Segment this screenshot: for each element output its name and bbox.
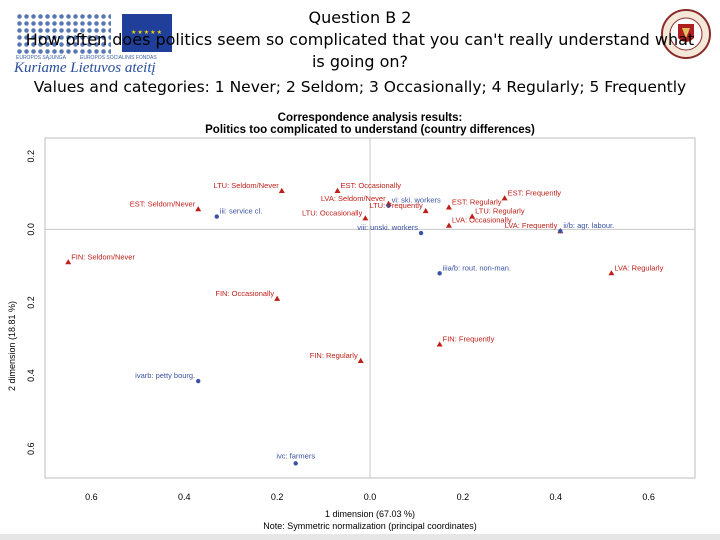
point-label: EST: Regularly: [452, 197, 502, 206]
category-point-marker: [608, 270, 615, 276]
class-point-marker: [437, 271, 442, 276]
category-point-marker: [469, 213, 476, 219]
chart-title: Correspondence analysis results:: [278, 112, 463, 124]
point-label: LVA: Seldom/Never: [321, 194, 386, 203]
x-tick-labels: 0.6 0.4 0.2 0.0 0.2 0.4 0.6: [85, 492, 655, 502]
category-point-marker: [436, 341, 443, 347]
point-label: viii: unski. workers: [357, 223, 418, 232]
category-point-marker: [501, 195, 508, 201]
point-label: FIN: Occasionally: [215, 289, 274, 298]
point-label: iiia/b: rout. non-man.: [443, 263, 511, 272]
point-label: LTU: Regularly: [475, 207, 525, 216]
x-tick-label: 0.0: [364, 492, 377, 502]
point-label: FIN: Frequently: [443, 335, 495, 344]
esf-label: EUROPOS SOCIALINIS FONDAS: [80, 55, 157, 61]
point-label: LTU: Occasionally: [302, 208, 363, 217]
project-logo: ★★★★★ EUROPOS SĄJUNGA EUROPOS SOCIALINIS…: [10, 9, 175, 76]
point-label: ivarb: petty bourg.: [135, 371, 195, 380]
y-tick-label: 0.0: [26, 223, 36, 236]
question-text-line1: How often does politics seem so complica…: [25, 30, 695, 49]
point-label: LVA: Frequently: [505, 221, 558, 230]
point-label: iii: service cl.: [220, 207, 263, 216]
class-point-marker: [418, 230, 424, 236]
correspondence-scatter-chart: Correspondence analysis results: Politic…: [7, 112, 696, 531]
point-label: EST: Occasionally: [341, 181, 402, 190]
y-tick-label: 0.2: [26, 296, 36, 309]
question-number: Question B 2: [308, 8, 412, 27]
class-point-marker: [196, 378, 201, 384]
x-tick-label: 0.2: [457, 492, 470, 502]
point-label: LVA: Occasionally: [452, 216, 512, 225]
x-tick-label: 0.2: [271, 492, 284, 502]
class-point-marker: [214, 214, 219, 219]
y-axis-label: 2 dimension (18.81 %): [7, 301, 17, 391]
point-label: ivc: farmers: [276, 451, 315, 460]
category-point-marker: [357, 357, 364, 364]
category-point-marker: [445, 204, 452, 210]
values-categories-line: Values and categories: 1 Never; 2 Seldom…: [33, 78, 687, 96]
x-axis-label: 1 dimension (67.03 %): [325, 509, 415, 519]
x-tick-label: 0.4: [549, 492, 562, 502]
logo-tagline: Kuriame Lietuvos ateitį: [14, 60, 156, 76]
point-label: LTU: Seldom/Never: [213, 181, 279, 190]
y-tick-labels: 0.2 0.0 0.2 0.4 0.6: [26, 150, 36, 455]
category-point-marker: [334, 187, 341, 194]
question-text-line2: is going on?: [311, 52, 409, 71]
point-label: vi: ski. workers: [392, 196, 441, 205]
dot-grid-logo: [16, 13, 111, 55]
x-tick-label: 0.6: [642, 492, 655, 502]
x-tick-label: 0.6: [85, 492, 98, 502]
chart-note: Note: Symmetric normalization (principal…: [263, 521, 477, 531]
category-point-marker: [278, 187, 285, 194]
class-point-marker: [558, 229, 563, 234]
category-point-marker: [362, 215, 369, 221]
class-point-marker: [293, 461, 298, 466]
x-tick-label: 0.4: [178, 492, 191, 502]
point-label: LVA: Regularly: [614, 263, 663, 272]
point-label: FIN: Regularly: [310, 351, 358, 360]
category-point-marker: [195, 206, 202, 212]
point-label: EST: Seldom/Never: [130, 199, 196, 208]
category-point-marker: [445, 222, 452, 228]
eu-label: EUROPOS SĄJUNGA: [16, 55, 67, 61]
y-tick-label: 0.4: [26, 369, 36, 382]
category-point-marker: [274, 295, 281, 301]
y-tick-label: 0.6: [26, 442, 36, 455]
category-point-marker: [422, 207, 429, 214]
point-label: FIN: Seldom/Never: [71, 252, 135, 261]
chart-subtitle: Politics too complicated to understand (…: [205, 124, 535, 136]
eu-flag-icon: ★★★★★: [122, 14, 172, 52]
point-label: ii/b: agr. labour.: [563, 221, 614, 230]
point-label: EST: Frequently: [508, 188, 562, 197]
data-points: LTU: Seldom/Never EST: Occasionally LVA: S…: [65, 181, 664, 466]
footer-band: [0, 534, 720, 540]
point-label: LTU: Frequently: [369, 201, 422, 210]
y-tick-label: 0.2: [26, 150, 36, 163]
university-seal-icon: [661, 9, 711, 59]
category-point-marker: [65, 259, 72, 265]
class-point-marker: [386, 203, 391, 208]
